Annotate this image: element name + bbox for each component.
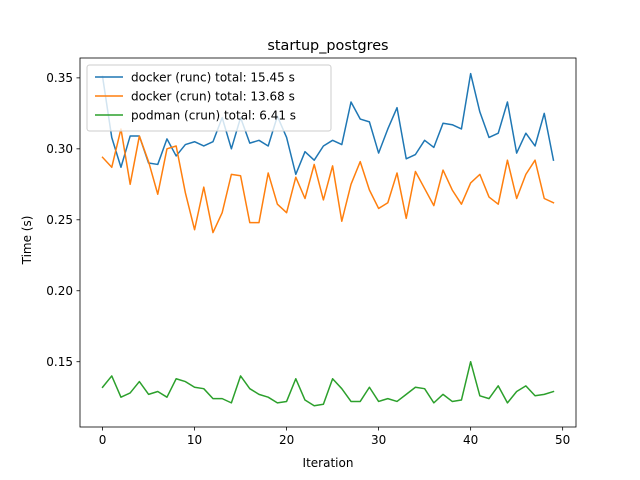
x-tick-label: 0	[99, 433, 107, 447]
legend-label-2: podman (crun) total: 6.41 s	[131, 108, 296, 122]
y-tick-label: 0.30	[46, 142, 73, 156]
y-tick-label: 0.25	[46, 213, 73, 227]
y-tick-label: 0.20	[46, 284, 73, 298]
x-tick-label: 20	[279, 433, 294, 447]
x-tick-label: 10	[187, 433, 202, 447]
y-tick-label: 0.15	[46, 355, 73, 369]
legend-label-1: docker (crun) total: 13.68 s	[131, 89, 295, 103]
series-layer	[101, 72, 555, 407]
x-tick-label: 30	[371, 433, 386, 447]
y-tick-label: 0.35	[46, 71, 73, 85]
legend-label-0: docker (runc) total: 15.45 s	[131, 70, 295, 84]
x-tick-label: 40	[463, 433, 478, 447]
axes-frame	[79, 57, 577, 428]
legend-box	[86, 64, 332, 132]
legend: docker (runc) total: 15.45 s docker (crun…	[86, 64, 332, 132]
series-line-1	[101, 128, 555, 234]
series-line-2	[101, 360, 555, 407]
y-axis-label: Time (s)	[20, 216, 34, 266]
chart-title: startup_postgres	[267, 38, 388, 54]
x-tick-label: 50	[555, 433, 570, 447]
x-axis-label: Iteration	[303, 456, 354, 470]
axes-layer: 0 10 20 30 40 50 0.15 0.20 0.25 0.30 0.35	[46, 57, 577, 447]
